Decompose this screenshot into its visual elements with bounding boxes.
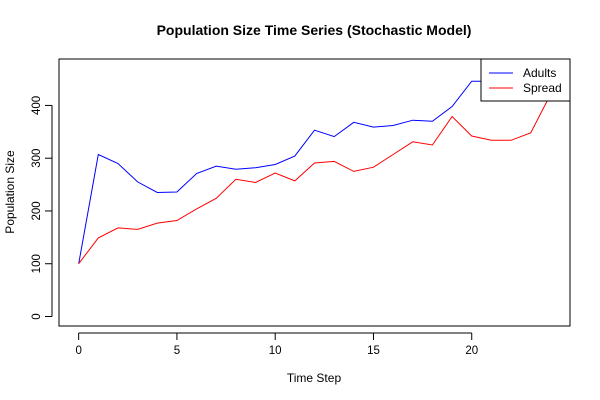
y-tick-label: 300 [31, 149, 43, 168]
x-axis: 0 5 10 15 20 [75, 332, 478, 357]
legend-label-spread: Spread [523, 81, 562, 95]
legend-box [480, 58, 571, 102]
x-tick-label: 5 [174, 345, 180, 357]
legend-label-adults: Adults [523, 66, 556, 80]
y-tick-label: 200 [31, 201, 43, 220]
x-tick-label: 20 [465, 345, 478, 357]
x-axis-label: Time Step [287, 371, 342, 385]
y-tick-label: 400 [31, 96, 43, 115]
x-tick-label: 15 [367, 345, 380, 357]
plot-area [58, 58, 571, 327]
y-tick-label: 0 [31, 313, 43, 319]
x-tick-label: 0 [75, 345, 81, 357]
x-tick-label: 10 [269, 345, 282, 357]
chart-title: Population Size Time Series (Stochastic … [157, 22, 472, 38]
y-tick-label: 100 [31, 254, 43, 273]
series-line-adults [78, 80, 551, 264]
y-axis-label: Population Size [3, 150, 17, 234]
y-axis: 0 100 200 300 400 [31, 96, 53, 320]
series-line-spread [78, 94, 551, 265]
series-layer [78, 80, 551, 265]
